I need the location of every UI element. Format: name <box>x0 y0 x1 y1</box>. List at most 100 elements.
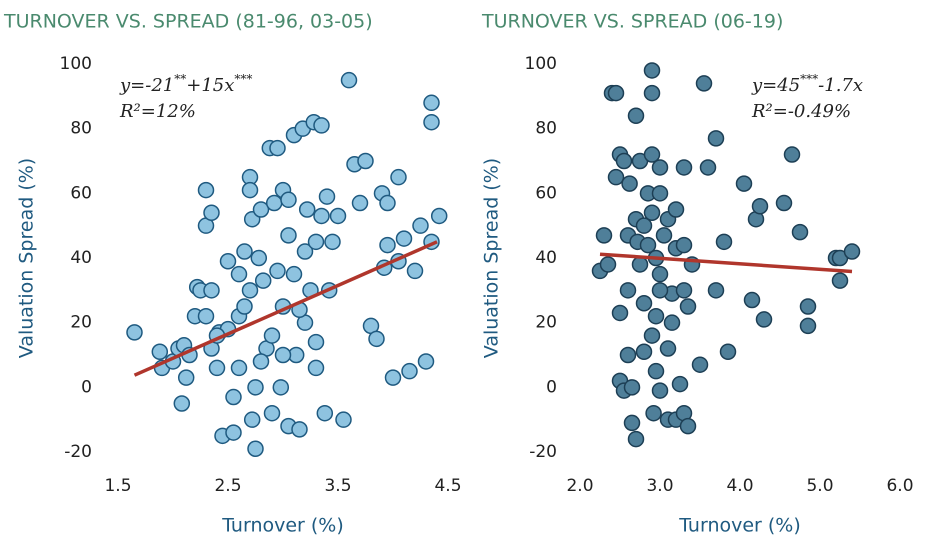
data-point <box>623 379 641 396</box>
data-point <box>252 353 270 370</box>
data-point <box>643 62 661 79</box>
data-point <box>675 236 693 254</box>
data-point <box>647 362 665 380</box>
data-point <box>791 223 809 241</box>
data-point <box>799 317 817 335</box>
data-point <box>595 227 613 244</box>
data-point <box>639 236 657 254</box>
data-point <box>607 84 625 102</box>
data-point <box>313 207 330 225</box>
y-tick-label: -20 <box>529 442 557 462</box>
data-point <box>651 282 669 299</box>
x-axis-label: Turnover (%) <box>221 515 344 537</box>
data-point <box>417 353 435 370</box>
x-tick-label: 2.0 <box>566 476 593 496</box>
data-point <box>263 327 281 344</box>
data-point <box>280 227 297 244</box>
data-point <box>151 343 169 361</box>
y-tick-label: 60 <box>535 183 557 203</box>
data-point <box>619 346 637 364</box>
data-point <box>611 304 629 322</box>
data-point <box>655 227 673 244</box>
data-point <box>324 233 341 251</box>
data-point <box>307 333 325 351</box>
data-point <box>430 207 448 225</box>
data-point <box>269 139 286 157</box>
data-point <box>252 201 270 218</box>
data-point <box>643 204 661 221</box>
y-tick-label: 20 <box>535 313 557 333</box>
y-tick-label: 60 <box>70 183 92 203</box>
data-point <box>351 194 369 212</box>
data-point <box>635 295 653 312</box>
data-point <box>799 298 817 315</box>
x-tick-label: 2.5 <box>214 476 241 496</box>
data-point <box>679 298 697 315</box>
x-tick-label: 3.0 <box>646 476 673 496</box>
y-tick-label: 0 <box>546 377 557 397</box>
data-point <box>423 94 440 112</box>
data-point <box>599 256 617 273</box>
data-point <box>699 159 717 176</box>
data-point <box>390 168 407 186</box>
data-point <box>296 243 314 260</box>
data-point <box>743 291 761 309</box>
x-tick-label: 5.0 <box>806 476 833 496</box>
data-point <box>368 330 385 348</box>
data-point <box>316 404 334 422</box>
equation: y=-21**+15x*** <box>119 72 252 97</box>
data-point <box>250 249 268 267</box>
data-point <box>719 343 737 361</box>
data-point <box>247 379 264 396</box>
y-tick-label: -20 <box>64 442 92 462</box>
data-point <box>197 181 215 199</box>
data-point <box>643 327 661 344</box>
data-point <box>203 282 220 299</box>
fit-line <box>133 240 438 377</box>
data-point <box>651 185 669 202</box>
data-point <box>241 181 259 199</box>
data-point <box>631 256 649 273</box>
x-axis-label: Turnover (%) <box>678 515 801 537</box>
data-point <box>203 204 220 221</box>
y-tick-label: 80 <box>70 119 92 139</box>
data-point <box>384 369 402 386</box>
chart-title: TURNOVER VS. SPREAD (06-19) <box>481 11 783 33</box>
data-point <box>751 198 769 215</box>
data-point <box>197 307 215 325</box>
data-point <box>254 272 272 289</box>
data-point <box>679 417 697 435</box>
data-point <box>635 217 653 234</box>
data-point <box>379 236 396 254</box>
data-point <box>307 359 325 377</box>
y-tick-label: 80 <box>535 119 557 139</box>
data-point <box>313 117 330 134</box>
data-point <box>269 262 286 280</box>
equation-text: +15x <box>186 75 234 96</box>
data-point <box>607 168 625 186</box>
data-point <box>285 265 303 283</box>
data-point <box>357 152 374 170</box>
data-point <box>225 388 242 406</box>
x-tick-label: 6.0 <box>886 476 913 496</box>
data-point <box>272 379 290 396</box>
y-tick-label: 20 <box>70 313 92 333</box>
data-point <box>247 440 264 458</box>
data-point <box>401 362 418 380</box>
data-point <box>623 414 641 432</box>
data-point <box>775 194 793 212</box>
data-point <box>318 188 336 205</box>
equation-text: y=45 <box>751 75 800 96</box>
data-point <box>208 359 226 377</box>
data-point <box>651 159 669 176</box>
data-point <box>230 265 248 283</box>
data-point <box>647 307 665 325</box>
y-tick-label: 40 <box>70 248 92 268</box>
x-tick-label: 3.5 <box>324 476 351 496</box>
data-point <box>707 282 725 299</box>
y-tick-label: 0 <box>81 377 92 397</box>
data-point <box>340 71 358 89</box>
data-point <box>236 243 253 260</box>
